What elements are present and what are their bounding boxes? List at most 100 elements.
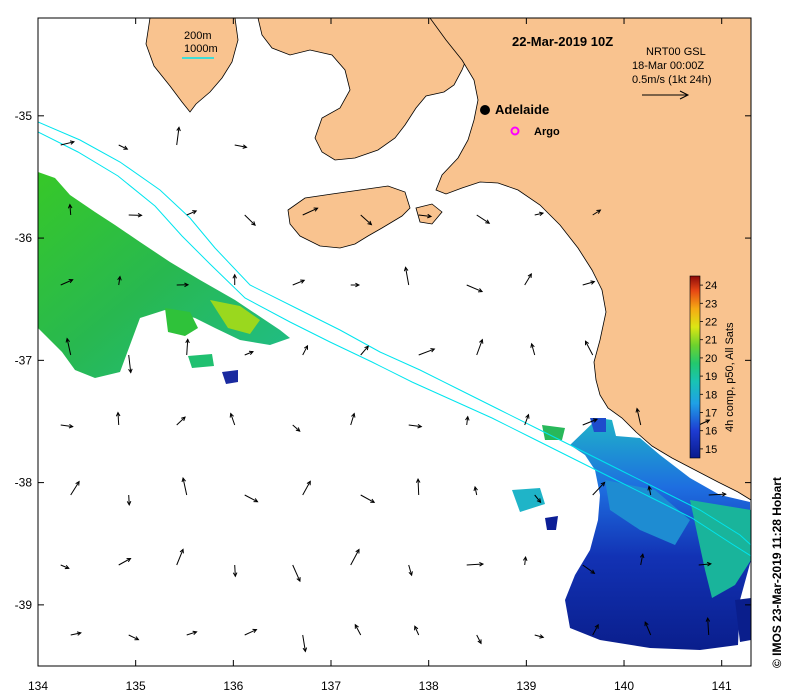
current-vector-shaft [636, 408, 642, 426]
current-vector-head [403, 266, 409, 272]
current-vector-head [75, 480, 80, 486]
colorbar-tick-label: 15 [705, 444, 717, 456]
current-vector-shaft [592, 624, 599, 636]
current-vector-shaft [70, 632, 81, 636]
current-vector-shaft [640, 554, 644, 566]
depth-legend-200m: 200m [184, 30, 212, 42]
current-vector-head [351, 412, 356, 418]
current-vector-head [522, 555, 528, 561]
current-vector-shaft [302, 634, 306, 652]
current-vector-head [184, 282, 190, 288]
current-vector-shaft [476, 214, 490, 224]
current-vector-head [69, 140, 76, 145]
colorbar-tick-label: 23 [705, 298, 717, 310]
current-vector-shaft [707, 618, 710, 636]
current-vector-head [600, 481, 606, 487]
current-vector-shaft [186, 210, 197, 216]
colorbar-tick-label: 17 [705, 408, 717, 420]
y-tick-label: -39 [15, 598, 33, 612]
land-fleurieu-tip [415, 203, 443, 225]
current-vector-shaft [117, 412, 120, 426]
current-vector-shaft [476, 339, 483, 356]
current-vector-shaft [466, 416, 469, 426]
current-vector-shaft [531, 343, 536, 356]
x-tick-label: 138 [419, 679, 439, 693]
current-vector-head [473, 485, 478, 491]
current-vector-shaft [302, 345, 308, 356]
current-vector-head [192, 630, 198, 636]
current-vector-head [176, 126, 181, 132]
x-tick-label: 141 [712, 679, 732, 693]
current-vector-shaft [244, 351, 254, 356]
current-vector-head [68, 423, 74, 429]
colorbar-tick-label: 20 [705, 353, 717, 365]
current-vector-shaft [60, 424, 73, 428]
current-vector-head [364, 345, 369, 351]
current-vector-shaft [524, 414, 529, 426]
y-axis: -35 -36 -37 -38 -39 [15, 109, 751, 612]
current-vector-shaft [592, 209, 601, 216]
current-vector-shaft [708, 493, 726, 496]
current-vector-shaft [230, 413, 236, 426]
current-vector-shaft [534, 494, 541, 503]
current-vector-shaft [417, 479, 420, 496]
current-vector-shaft [466, 284, 483, 293]
current-vector-shaft [128, 354, 132, 373]
isobath-200m [38, 121, 751, 546]
current-vector-shaft [118, 276, 121, 286]
current-vector-shaft [128, 494, 130, 505]
colorbar-tick-label: 24 [705, 280, 717, 292]
depth-legend: 200m 1000m [182, 30, 218, 59]
x-tick-label: 136 [223, 679, 243, 693]
colorbar-tick-label: 18 [705, 389, 717, 401]
current-vector-head [115, 411, 121, 417]
current-vector-shaft [360, 345, 369, 356]
current-vector-shaft [182, 478, 188, 496]
current-vector-head [123, 145, 129, 150]
land-eyre-peninsula [145, 18, 239, 113]
current-vector-head [295, 427, 301, 432]
colorbar-ticks: 24 23 22 21 20 19 18 17 16 15 [700, 280, 717, 456]
current-vector-head [232, 572, 238, 578]
current-vector-head [64, 564, 70, 570]
current-vector-shaft [414, 626, 420, 636]
current-vector-head [594, 623, 599, 629]
current-vector-shaft [234, 564, 236, 577]
current-vector-shaft [292, 424, 301, 432]
current-vector-head [128, 368, 133, 374]
land [145, 18, 751, 501]
current-vector-shaft [176, 416, 186, 426]
current-vector-shaft [302, 481, 311, 496]
current-vector-head [355, 548, 360, 554]
current-vector-head [639, 553, 645, 559]
x-tick-label: 140 [614, 679, 634, 693]
current-vector-shaft [354, 624, 362, 636]
current-vector-shaft [698, 419, 710, 426]
current-vector-head [705, 419, 711, 424]
current-vector-head [181, 477, 186, 483]
current-vector-head [185, 338, 190, 344]
current-vector-shaft [476, 634, 482, 644]
current-vector-head [242, 144, 248, 149]
current-vector-head [415, 477, 421, 483]
current-vector-shaft [534, 212, 544, 216]
current-vector-head [592, 418, 599, 423]
colorbar-tick-label: 21 [705, 335, 717, 347]
sst-patch-southeast [512, 418, 751, 650]
current-vector-shaft [128, 634, 139, 641]
land-mainland [429, 18, 751, 501]
x-tick-label: 137 [321, 679, 341, 693]
current-vector-shaft [302, 207, 318, 216]
current-vector-shaft [582, 418, 598, 426]
current-vector-shaft [292, 279, 305, 286]
sst-patch-west [38, 172, 290, 384]
current-vector-shaft [176, 127, 180, 146]
current-vector-shaft [585, 340, 594, 356]
place-adelaide: Adelaide [480, 102, 549, 117]
colorbar-tick-label: 19 [705, 371, 717, 383]
current-vector-shaft [405, 267, 410, 286]
current-vector-head [137, 213, 143, 218]
current-vector-shaft [60, 564, 70, 569]
current-vector-head [485, 219, 491, 224]
current-vector-head [76, 631, 82, 636]
